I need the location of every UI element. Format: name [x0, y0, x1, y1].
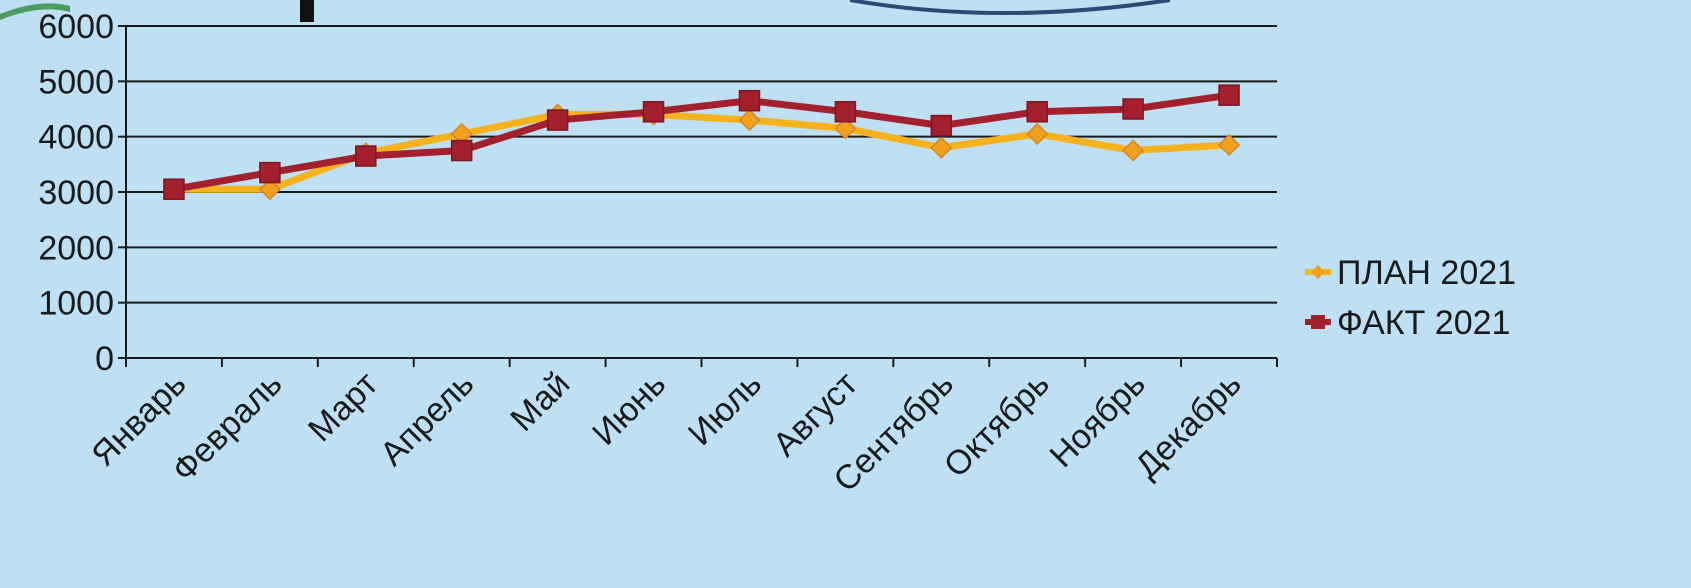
data-point — [1122, 98, 1144, 120]
data-point — [1026, 122, 1049, 145]
data-point — [1122, 139, 1145, 162]
x-tick-label: Июнь — [585, 365, 673, 453]
y-tick-label: 5000 — [38, 63, 114, 101]
data-point — [834, 101, 857, 123]
data-point — [259, 161, 281, 184]
x-tick-label: Октябрь — [937, 365, 1057, 485]
series-line — [173, 111, 1230, 193]
legend: ПЛАН 2021 ФАКТ 2021 — [1305, 254, 1516, 342]
cropped-title-fragments — [0, 0, 1171, 22]
data-point — [1218, 84, 1240, 106]
legend-item: ПЛАН 2021 — [1305, 254, 1516, 292]
legend-label: ФАКТ 2021 — [1337, 304, 1510, 342]
series-fact-2021 — [163, 84, 1240, 200]
legend-item: ФАКТ 2021 — [1305, 304, 1510, 342]
y-tick-labels: 0 1000 2000 3000 4000 5000 6000 — [38, 8, 114, 378]
title-fragment-arc — [849, 0, 1171, 15]
data-point — [355, 145, 377, 167]
axes — [125, 26, 1278, 367]
data-point — [450, 139, 473, 162]
y-tick-label: 0 — [95, 340, 114, 378]
data-point — [930, 114, 953, 137]
x-tick-label: Декабрь — [1128, 365, 1249, 486]
legend-swatch-marker — [1311, 265, 1325, 279]
data-point — [930, 136, 953, 159]
data-point — [1026, 101, 1048, 123]
data-point — [546, 109, 569, 131]
title-fragment-shape — [0, 3, 70, 21]
data-point — [642, 101, 665, 123]
y-tick-label: 1000 — [38, 285, 114, 323]
data-point — [258, 178, 281, 201]
legend-swatch-marker — [1311, 315, 1325, 329]
series-layer — [162, 84, 1241, 201]
y-tick-label: 6000 — [38, 8, 114, 46]
y-tick-label: 4000 — [38, 119, 114, 157]
x-tick-label: Май — [503, 365, 577, 439]
legend-label: ПЛАН 2021 — [1337, 254, 1516, 292]
data-point — [738, 109, 761, 132]
data-point — [163, 178, 185, 200]
y-tick-label: 2000 — [38, 229, 114, 267]
x-tick-label: Апрель — [373, 365, 481, 473]
series-plan-2021 — [162, 103, 1241, 201]
y-tick-label: 3000 — [38, 174, 114, 212]
x-tick-label: Март — [301, 365, 385, 449]
series-line — [173, 91, 1230, 193]
x-tick-label: Июль — [681, 365, 769, 453]
data-point — [1217, 133, 1241, 157]
title-fragment-bar — [300, 0, 314, 22]
data-point — [834, 117, 857, 140]
gridlines — [118, 25, 1277, 359]
data-point — [738, 89, 761, 112]
